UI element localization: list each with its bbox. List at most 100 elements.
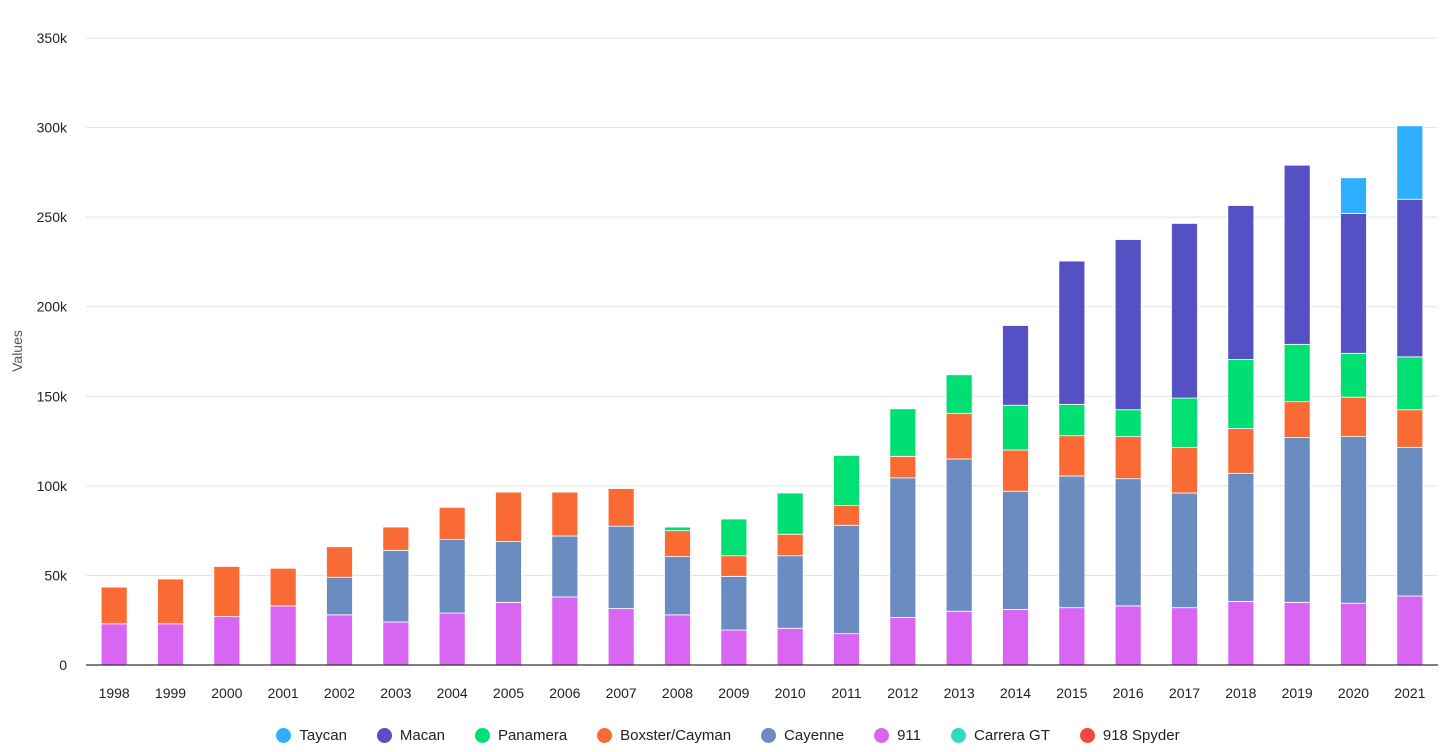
legend-item-carrera-gt[interactable]: Carrera GT [951, 727, 1050, 744]
bar-segment-boxster-cayman-2004[interactable] [438, 506, 466, 540]
bar-segment-911-2013[interactable] [945, 610, 973, 666]
bar-segment-cayenne-2009[interactable] [720, 575, 748, 631]
bar-segment-cayenne-2018[interactable] [1227, 472, 1255, 602]
bar-segment-911-2015[interactable] [1058, 607, 1086, 666]
bar-segment-cayenne-2016[interactable] [1114, 478, 1142, 607]
bar-segment-boxster-cayman-2017[interactable] [1171, 446, 1198, 494]
bar-segment-taycan-2020[interactable] [1340, 177, 1367, 214]
legend-item-macan[interactable]: Macan [376, 727, 445, 744]
bar-segment-panamera-2018[interactable] [1227, 359, 1255, 429]
bar-segment-cayenne-2017[interactable] [1171, 492, 1198, 609]
bar-segment-911-2007[interactable] [607, 608, 635, 666]
bar-segment-panamera-2020[interactable] [1340, 352, 1367, 398]
bar-segment-cayenne-2010[interactable] [776, 555, 804, 629]
bar-segment-panamera-2016[interactable] [1114, 409, 1142, 437]
bar-segment-boxster-cayman-2000[interactable] [213, 566, 241, 618]
bar-segment-boxster-cayman-2003[interactable] [382, 526, 410, 551]
bar-segment-boxster-cayman-2001[interactable] [269, 567, 297, 607]
bar-segment-911-2020[interactable] [1340, 602, 1367, 666]
bar-segment-911-2008[interactable] [664, 614, 691, 666]
bar-segment-boxster-cayman-2005[interactable] [495, 491, 522, 542]
bar-segment-taycan-2021[interactable] [1396, 125, 1424, 200]
bar-segment-boxster-cayman-2018[interactable] [1227, 428, 1255, 474]
bar-segment-cayenne-2021[interactable] [1396, 446, 1424, 597]
bar-segment-boxster-cayman-1998[interactable] [100, 586, 128, 625]
bar-segment-cayenne-2019[interactable] [1283, 437, 1311, 603]
bar-segment-boxster-cayman-1999[interactable] [157, 578, 184, 625]
bar-segment-911-2009[interactable] [720, 629, 748, 666]
bar-segment-boxster-cayman-2019[interactable] [1283, 401, 1311, 438]
bar-segment-boxster-cayman-2021[interactable] [1396, 409, 1424, 448]
bar-segment-boxster-cayman-2008[interactable] [664, 530, 691, 558]
bar-segment-911-2003[interactable] [382, 621, 410, 666]
legend-item-918-spyder[interactable]: 918 Spyder [1079, 727, 1180, 744]
bar-segment-911-2005[interactable] [495, 601, 522, 666]
bar-segment-cayenne-2011[interactable] [833, 524, 860, 635]
legend-item-taycan[interactable]: Taycan [276, 727, 347, 744]
bar-segment-cayenne-2013[interactable] [945, 458, 973, 612]
bar-segment-boxster-cayman-2020[interactable] [1340, 396, 1367, 437]
bar-segment-cayenne-2004[interactable] [438, 539, 466, 614]
legend-item-cayenne[interactable]: Cayenne [761, 727, 844, 744]
bar-segment-panamera-2010[interactable] [776, 492, 804, 535]
bar-segment-macan-2020[interactable] [1340, 213, 1367, 354]
bar-segment-macan-2021[interactable] [1396, 198, 1424, 358]
bar-segment-boxster-cayman-2009[interactable] [720, 555, 748, 577]
bar-segment-panamera-2011[interactable] [833, 455, 860, 506]
bar-segment-911-2021[interactable] [1396, 595, 1424, 666]
bar-segment-cayenne-2006[interactable] [551, 535, 579, 598]
bar-segment-911-2006[interactable] [551, 596, 579, 666]
bar-segment-boxster-cayman-2015[interactable] [1058, 435, 1086, 477]
bar-segment-cayenne-2008[interactable] [664, 556, 691, 616]
bar-segment-boxster-cayman-2013[interactable] [945, 412, 973, 460]
bar-segment-cayenne-2014[interactable] [1002, 490, 1029, 610]
bar-segment-911-2017[interactable] [1171, 607, 1198, 666]
bar-segment-panamera-2008[interactable] [664, 526, 691, 532]
bar-segment-panamera-2014[interactable] [1002, 404, 1029, 451]
bar-segment-911-2011[interactable] [833, 633, 860, 666]
legend-item-911[interactable]: 911 [874, 727, 921, 744]
bar-segment-boxster-cayman-2016[interactable] [1114, 436, 1142, 480]
bar-segment-panamera-2017[interactable] [1171, 397, 1198, 448]
bar-segment-cayenne-2002[interactable] [326, 576, 353, 616]
bar-segment-911-2010[interactable] [776, 627, 804, 666]
bar-segment-cayenne-2007[interactable] [607, 525, 635, 609]
bar-segment-cayenne-2005[interactable] [495, 540, 522, 603]
bar-segment-boxster-cayman-2010[interactable] [776, 533, 804, 557]
bar-segment-macan-2019[interactable] [1283, 164, 1311, 345]
bar-segment-boxster-cayman-2012[interactable] [889, 455, 917, 479]
bar-segment-911-2018[interactable] [1227, 601, 1255, 666]
bar-segment-macan-2016[interactable] [1114, 239, 1142, 411]
bar-segment-911-1999[interactable] [157, 623, 184, 666]
legend-item-boxster-cayman[interactable]: Boxster/Cayman [597, 727, 731, 744]
bar-segment-boxster-cayman-2006[interactable] [551, 491, 579, 537]
bar-segment-cayenne-2003[interactable] [382, 549, 410, 623]
bar-segment-911-2019[interactable] [1283, 601, 1311, 666]
bar-segment-911-2016[interactable] [1114, 605, 1142, 666]
bar-segment-911-2000[interactable] [213, 616, 241, 666]
bar-segment-panamera-2021[interactable] [1396, 356, 1424, 411]
bar-segment-panamera-2015[interactable] [1058, 403, 1086, 437]
bar-segment-cayenne-2012[interactable] [889, 477, 917, 618]
bar-segment-cayenne-2015[interactable] [1058, 475, 1086, 609]
bar-segment-911-2012[interactable] [889, 617, 917, 666]
bar-segment-911-2004[interactable] [438, 612, 466, 666]
bar-segment-macan-2018[interactable] [1227, 205, 1255, 360]
bar-segment-boxster-cayman-2011[interactable] [833, 505, 860, 526]
bar-segment-macan-2014[interactable] [1002, 325, 1029, 406]
bar-segment-panamera-2013[interactable] [945, 374, 973, 414]
bar-segment-macan-2015[interactable] [1058, 260, 1086, 405]
bar-segment-911-2001[interactable] [269, 605, 297, 666]
bar-segment-boxster-cayman-2002[interactable] [326, 546, 353, 578]
bar-segment-boxster-cayman-2014[interactable] [1002, 449, 1029, 492]
bar-segment-911-2002[interactable] [326, 614, 353, 666]
bar-segment-911-2014[interactable] [1002, 609, 1029, 666]
bar-segment-boxster-cayman-2007[interactable] [607, 488, 635, 527]
bar-segment-macan-2017[interactable] [1171, 223, 1198, 399]
legend-item-panamera[interactable]: Panamera [474, 727, 567, 744]
bar-segment-panamera-2012[interactable] [889, 408, 917, 457]
bar-segment-cayenne-2020[interactable] [1340, 436, 1367, 604]
bar-segment-911-1998[interactable] [100, 623, 128, 666]
bar-segment-panamera-2019[interactable] [1283, 343, 1311, 403]
bar-segment-panamera-2009[interactable] [720, 518, 748, 557]
